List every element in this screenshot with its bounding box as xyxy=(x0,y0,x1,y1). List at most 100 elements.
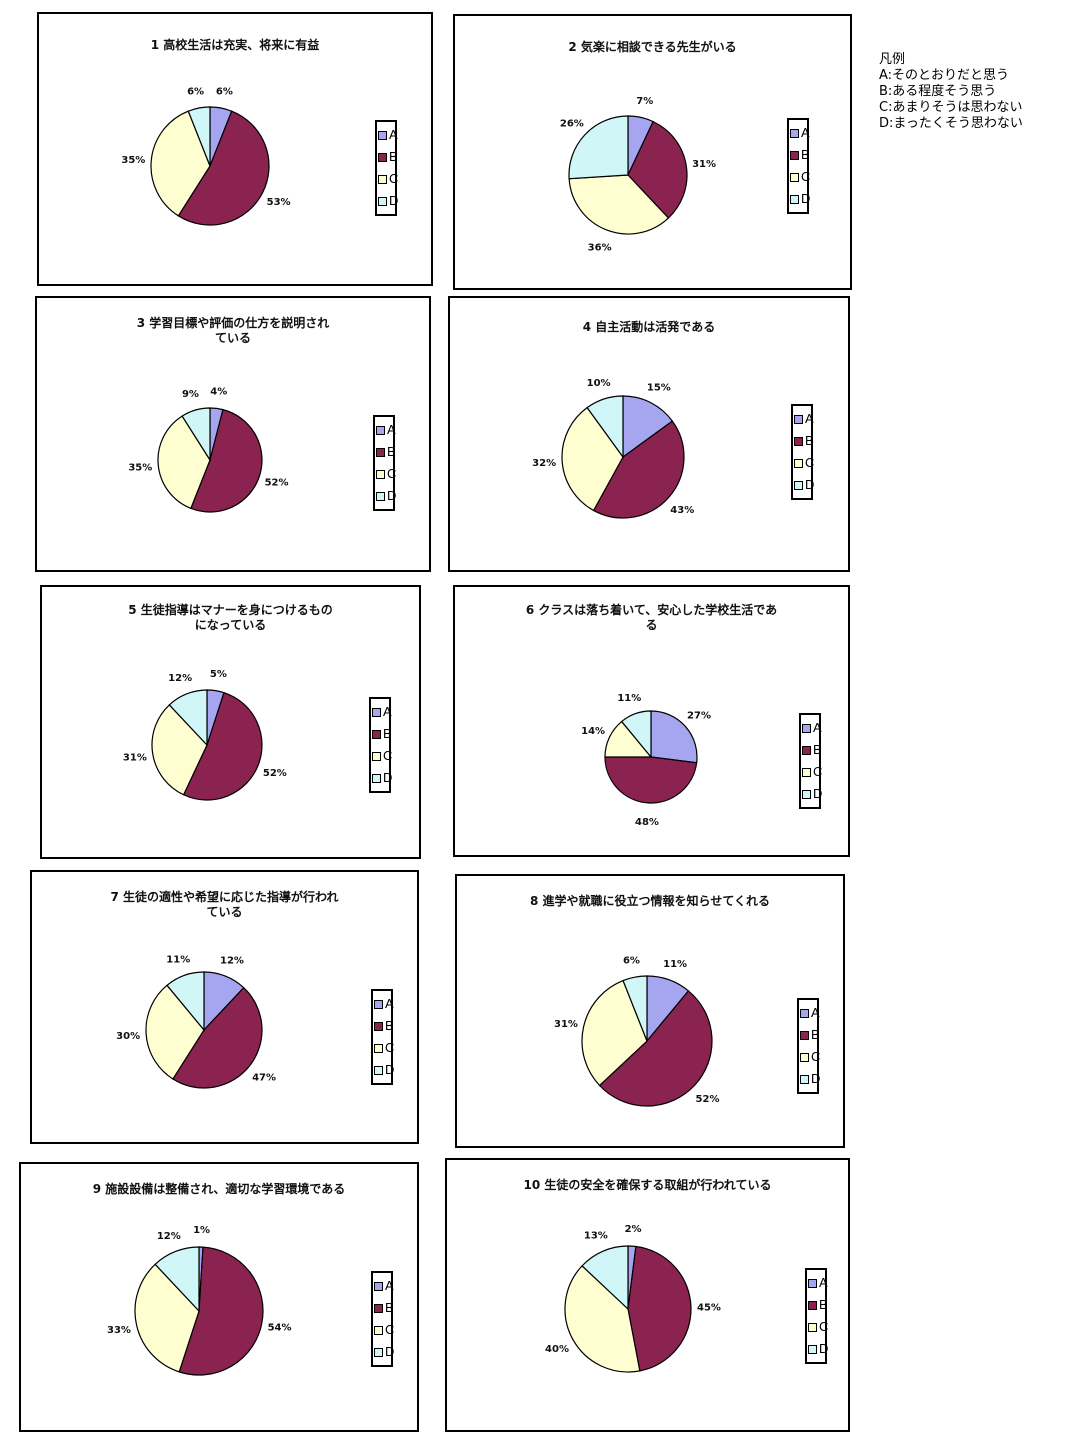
pie-slice-4-d xyxy=(586,395,624,459)
pie-slice-6-b xyxy=(604,756,698,804)
legend-swatch-b xyxy=(800,1030,809,1040)
legend-swatch-b xyxy=(808,1300,817,1310)
legend-item-b: B xyxy=(374,1015,394,1037)
legend-label-d: D xyxy=(387,488,397,503)
legend-swatch-b xyxy=(376,447,385,457)
legend-label-d: D xyxy=(811,1071,821,1086)
pie-chart-1: 6% 53% 35% 6% xyxy=(121,86,291,226)
pie-slice-2-d xyxy=(568,115,629,180)
legend-swatch-c xyxy=(800,1052,809,1062)
legend-item-c: C xyxy=(376,463,396,485)
legend-swatch-c xyxy=(374,1043,383,1053)
category-key-item-d: D:まったくそう思わない xyxy=(879,116,1023,131)
legend-item-b: B xyxy=(802,739,822,761)
legend-swatch-b xyxy=(794,436,803,446)
pie-chart-2: 7% 31% 36% 26% xyxy=(560,96,716,254)
pie-label-5-d: 12% xyxy=(168,673,192,684)
pie-label-8-b: 52% xyxy=(696,1094,720,1105)
pie-slice-5-b xyxy=(182,691,263,801)
legend-swatch-b xyxy=(374,1021,383,1031)
legend-item-c: C xyxy=(790,166,810,188)
pie-slice-3-c xyxy=(157,415,211,510)
legend-swatch-a xyxy=(374,1281,383,1291)
legend-swatch-a xyxy=(794,414,803,424)
category-key-title: 凡例 xyxy=(879,52,906,67)
legend-swatch-c xyxy=(802,767,811,777)
pie-slice-1-b xyxy=(177,110,270,226)
legend-item-b: B xyxy=(372,723,392,745)
pie-slice-10-c xyxy=(564,1265,641,1373)
legend-label-c: C xyxy=(387,466,397,481)
pie-label-3-b: 52% xyxy=(265,478,289,489)
legend-item-c: C xyxy=(378,168,398,190)
chart-title-5: 5 生徒指導はマナーを身につけるもの になっている xyxy=(128,603,333,632)
legend-item-a: A xyxy=(790,122,810,144)
pie-chart-7: 12% 47% 30% 11% xyxy=(116,954,276,1089)
legend-item-a: A xyxy=(376,419,396,441)
legend-swatch-a xyxy=(376,425,385,435)
legend-item-a: A xyxy=(374,1275,394,1297)
legend-item-c: C xyxy=(374,1037,394,1059)
pie-slice-8-d xyxy=(622,975,648,1042)
legend-swatch-c xyxy=(790,172,799,182)
pie-chart-4: 15% 43% 32% 10% xyxy=(532,378,694,519)
legend-item-b: B xyxy=(378,146,398,168)
legend-swatch-c xyxy=(794,458,803,468)
legend-label-a: A xyxy=(383,704,392,719)
pie-chart-5: 5% 52% 31% 12% xyxy=(123,669,287,801)
legend-label-b: B xyxy=(385,1018,394,1033)
pie-chart-8: 11% 52% 31% 6% xyxy=(554,955,720,1107)
pie-label-9-d: 12% xyxy=(157,1231,181,1242)
legend-label-d: D xyxy=(813,786,823,801)
pie-slice-4-c xyxy=(561,406,624,512)
pie-label-1-b: 53% xyxy=(267,197,291,208)
legend-swatch-c xyxy=(372,751,381,761)
legend-swatch-a xyxy=(374,999,383,1009)
pie-label-5-c: 31% xyxy=(123,752,147,763)
legend-swatch-b xyxy=(372,729,381,739)
legend-label-b: B xyxy=(387,444,396,459)
legend-item-b: B xyxy=(376,441,396,463)
legend-label-d: D xyxy=(389,193,399,208)
pie-chart-9: 1% 54% 33% 12% xyxy=(107,1225,292,1376)
legend-swatch-d xyxy=(374,1065,383,1075)
legend-swatch-d xyxy=(376,491,385,501)
legend-item-d: D xyxy=(378,190,398,212)
legend-label-c: C xyxy=(813,764,823,779)
legend-label-c: C xyxy=(805,455,815,470)
pie-label-4-b: 43% xyxy=(670,505,694,516)
legend-label-b: B xyxy=(805,433,814,448)
legend-item-c: C xyxy=(802,761,822,783)
chart-title-7: 7 生徒の適性や希望に応じた指導が行われ ている xyxy=(110,890,339,919)
chart-panel-4: 4 自主活動は活発である xyxy=(448,296,850,572)
legend-label-a: A xyxy=(819,1275,828,1290)
legend-swatch-a xyxy=(808,1278,817,1288)
legend-label-c: C xyxy=(819,1319,829,1334)
legend-swatch-c xyxy=(378,174,387,184)
chart-title-9: 9 施設設備は整備され、適切な学習環境である xyxy=(92,1182,346,1196)
legend-swatch-a xyxy=(790,128,799,138)
legend-item-d: D xyxy=(800,1068,820,1090)
pie-label-7-c: 30% xyxy=(116,1031,140,1042)
legend-item-d: D xyxy=(374,1341,394,1363)
legend-swatch-c xyxy=(374,1325,383,1335)
pie-slice-10-b xyxy=(627,1245,692,1372)
legend-item-d: D xyxy=(794,474,814,496)
legend-item-a: A xyxy=(378,124,398,146)
legend-label-b: B xyxy=(813,742,822,757)
legend-swatch-a xyxy=(378,130,387,140)
legend-label-a: A xyxy=(805,411,814,426)
legend-item-a: A xyxy=(808,1272,828,1294)
legend-item-a: A xyxy=(802,717,822,739)
chart-title-8: 8 進学や就職に役立つ情報を知らせてくれる xyxy=(530,894,770,908)
legend-label-c: C xyxy=(385,1040,395,1055)
legend-swatch-d xyxy=(808,1344,817,1354)
legend-label-b: B xyxy=(811,1027,820,1042)
pie-label-8-d: 6% xyxy=(623,955,640,966)
pie-label-6-d: 11% xyxy=(617,693,641,704)
